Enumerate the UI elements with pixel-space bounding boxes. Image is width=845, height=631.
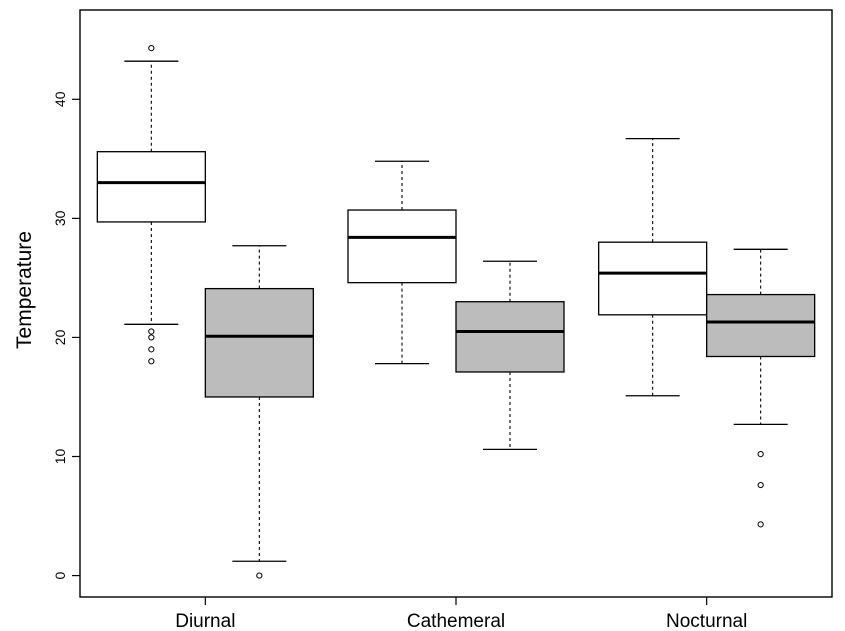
outlier-point [148,328,155,335]
x-category-label: Nocturnal [666,611,747,631]
x-axis-labels: Diurnal Cathemeral Nocturnal [175,597,747,631]
outlier-point [148,346,155,353]
box-diurnal-2 [204,245,314,579]
outlier-point [757,481,764,489]
box-cathemeral-1 [347,160,457,365]
y-tick-label: 0 [52,571,68,579]
box-iqr [204,287,314,398]
outlier-point [148,334,155,341]
box-diurnal-1 [96,45,206,365]
box-nocturnal-2 [706,248,816,528]
box-cathemeral-2 [455,260,565,451]
x-category-label: Diurnal [175,611,235,631]
y-tick-label: 40 [52,91,68,107]
y-tick-label: 30 [52,210,68,226]
box-iqr [96,151,206,223]
boxes [96,45,816,579]
y-axis-title: Temperature [13,231,36,349]
y-tick-label: 10 [52,449,68,465]
y-tick-label: 20 [52,329,68,345]
box-iqr [455,301,565,373]
outlier-point [256,572,263,579]
box-iqr [347,209,457,284]
outlier-point [757,451,764,458]
outlier-point [148,45,155,52]
box-iqr [706,293,816,358]
box-nocturnal-1 [598,137,708,397]
outlier-point [148,358,155,365]
outlier-point [757,521,764,528]
y-axis: 0 10 20 30 40 [52,91,80,579]
box-iqr [598,241,708,316]
x-category-label: Cathemeral [407,611,505,631]
